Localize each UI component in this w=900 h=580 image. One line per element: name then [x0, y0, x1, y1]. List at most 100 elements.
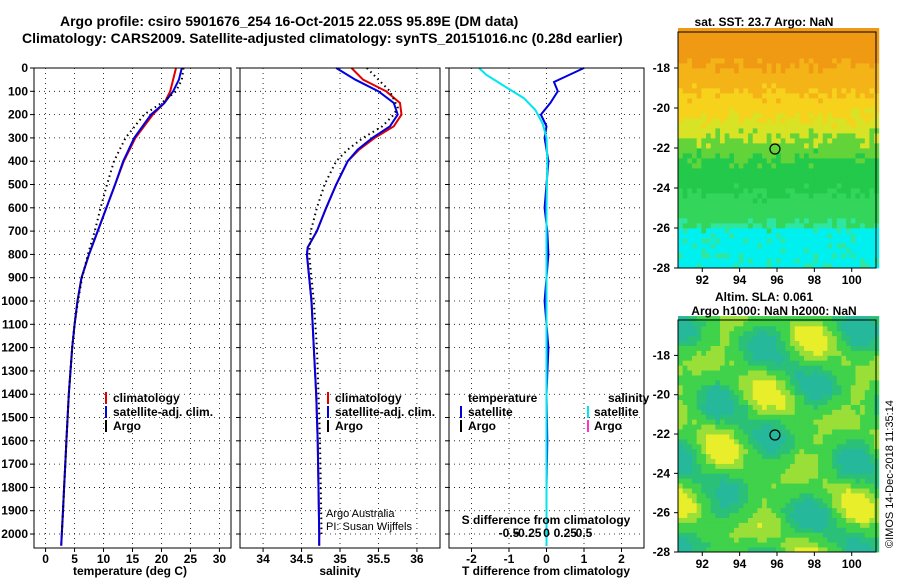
map-cell	[850, 350, 856, 356]
map-cell	[696, 238, 702, 244]
map-cell	[869, 68, 875, 74]
map-cell	[701, 502, 707, 509]
map-cell	[785, 345, 791, 351]
map-cell	[720, 173, 726, 179]
map-cell	[734, 458, 740, 464]
map-cell	[692, 63, 698, 69]
map-cell	[855, 404, 861, 410]
map-cell	[869, 138, 875, 144]
map-cell	[710, 507, 716, 514]
map-cell	[846, 253, 852, 259]
map-cell	[715, 153, 721, 159]
s-tick-label: 0.5	[576, 526, 593, 540]
x-tick-label: 0	[42, 552, 49, 566]
map-cell	[757, 223, 763, 229]
map-cell	[808, 243, 814, 249]
map-cell	[678, 143, 684, 149]
map-cell	[785, 463, 791, 469]
map-cell	[762, 148, 768, 154]
map-cell	[738, 316, 744, 322]
map-cell	[808, 478, 814, 484]
map-cell	[841, 143, 847, 149]
map-cell	[841, 138, 847, 144]
map-cell	[808, 512, 814, 518]
map-cell	[780, 497, 786, 504]
map-cell	[710, 98, 716, 104]
map-cell	[860, 330, 866, 337]
map-cell	[734, 78, 740, 84]
map-cell	[776, 483, 782, 489]
map-cell	[766, 193, 772, 199]
map-cell	[804, 522, 810, 528]
map-cell	[860, 208, 866, 214]
map-cell	[874, 113, 880, 119]
map-cell	[794, 218, 800, 224]
map-cell	[785, 43, 791, 49]
map-cell	[701, 316, 707, 322]
map-cell	[682, 350, 688, 356]
map-cell	[841, 394, 847, 401]
map-cell	[757, 228, 763, 234]
map-cell	[850, 429, 856, 435]
map-cell	[696, 438, 702, 445]
map-cell	[752, 379, 758, 386]
map-cell	[734, 429, 740, 435]
map-cell	[692, 33, 698, 39]
map-cell	[864, 243, 870, 249]
map-cell	[757, 370, 763, 376]
map-cell	[762, 243, 768, 249]
map-cell	[860, 409, 866, 415]
map-cell	[715, 173, 721, 179]
map-cell	[836, 497, 842, 504]
map-cell	[766, 113, 772, 119]
map-cell	[776, 238, 782, 244]
map-cell	[678, 488, 684, 494]
map-cell	[720, 409, 726, 415]
map-cell	[748, 316, 754, 322]
map-cell	[860, 419, 866, 425]
map-cell	[757, 193, 763, 199]
map-cell	[678, 370, 684, 376]
map-cell	[794, 512, 800, 518]
map-cell	[832, 497, 838, 504]
map-cell	[687, 43, 693, 49]
map-cell	[706, 453, 712, 460]
map-cell	[794, 360, 800, 366]
map-cell	[841, 384, 847, 391]
map-cell	[827, 507, 833, 514]
map-cell	[864, 63, 870, 69]
map-cell	[790, 33, 796, 39]
map-cell	[701, 507, 707, 514]
map-cell	[822, 238, 828, 244]
map-cell	[799, 128, 805, 134]
map-cell	[696, 458, 702, 464]
map-cell	[813, 522, 819, 528]
map-cell	[850, 258, 856, 264]
map-cell	[813, 379, 819, 386]
map-cell	[804, 478, 810, 484]
map-cell	[855, 263, 861, 269]
map-cell	[734, 522, 740, 528]
x-tick-label: -2	[466, 552, 477, 566]
map-cell	[860, 350, 866, 356]
map-cell	[850, 128, 856, 134]
map-cell	[715, 325, 721, 332]
map-cell	[808, 399, 814, 405]
map-cell	[678, 43, 684, 49]
map-cell	[724, 98, 730, 104]
map-cell	[850, 73, 856, 79]
map-cell	[748, 463, 754, 469]
map-cell	[827, 233, 833, 239]
map-cell	[682, 173, 688, 179]
map-cell	[762, 28, 768, 34]
map-cell	[827, 414, 833, 420]
map-cell	[818, 53, 824, 59]
map-cell	[678, 128, 684, 134]
map-cell	[752, 458, 758, 464]
map-cell	[780, 183, 786, 189]
map-cell	[813, 88, 819, 94]
map-cell	[827, 527, 833, 533]
map-cell	[869, 33, 875, 39]
map-cell	[804, 113, 810, 119]
map-cell	[808, 103, 814, 109]
